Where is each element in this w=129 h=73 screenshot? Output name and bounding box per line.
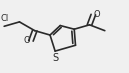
Text: O: O: [94, 10, 100, 19]
Text: O: O: [24, 36, 30, 45]
Text: S: S: [52, 53, 58, 63]
Text: Cl: Cl: [1, 14, 9, 23]
